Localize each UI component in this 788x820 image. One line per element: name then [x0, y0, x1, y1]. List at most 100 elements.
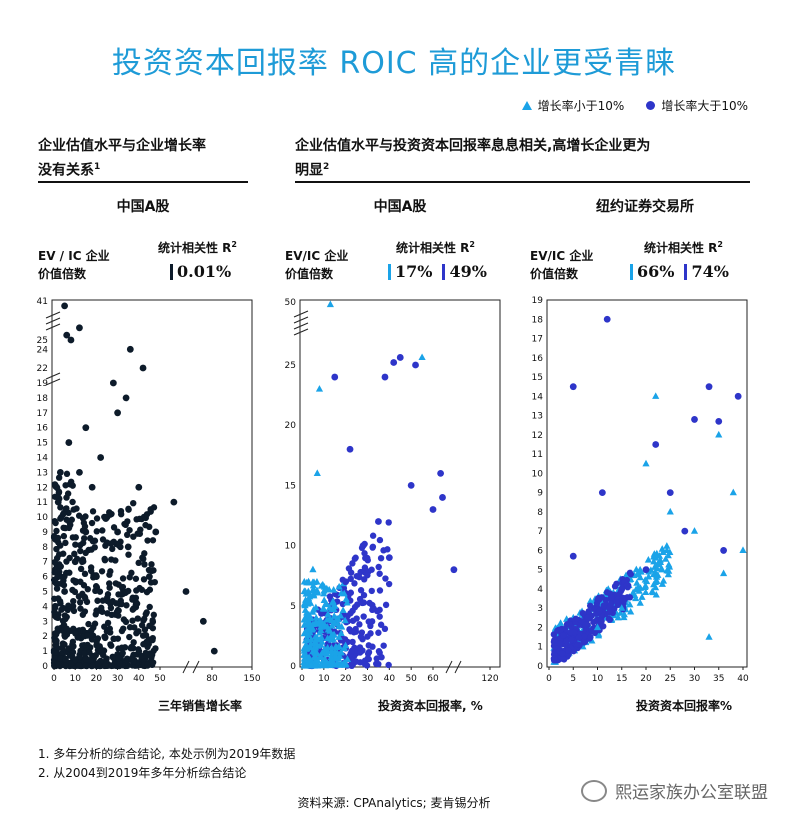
circle-point	[70, 597, 77, 605]
circle-point	[412, 361, 419, 369]
circle-point	[618, 585, 626, 593]
circle-point	[626, 594, 634, 601]
circle-point	[102, 634, 109, 641]
circle-point	[349, 638, 356, 646]
panel2-r2-high: 49%	[449, 262, 487, 281]
circle-point	[356, 649, 364, 656]
plot-frame	[546, 299, 748, 668]
circle-point	[77, 578, 84, 585]
panel3-r2-label: 统计相关性 R	[644, 241, 718, 255]
triangle-point	[662, 555, 670, 562]
x-tick-label: 120	[481, 674, 498, 684]
circle-point	[349, 617, 357, 624]
triangle-point	[337, 648, 345, 656]
left-section-line2: 没有关系	[38, 162, 94, 179]
triangle-point	[330, 612, 338, 619]
circle-point	[586, 602, 594, 609]
circle-point	[347, 589, 355, 596]
axis-break-mark	[45, 317, 61, 325]
circle-point	[366, 599, 373, 607]
circle-point	[369, 544, 376, 551]
circle-point	[61, 641, 68, 648]
axis-break-mark	[45, 378, 61, 386]
triangle-icon	[521, 101, 532, 110]
circle-point	[437, 469, 444, 477]
circle-point	[65, 602, 72, 609]
triangle-point	[320, 589, 328, 597]
triangle-point	[618, 604, 626, 611]
legend-low-label: 增长率小于10%	[537, 99, 625, 113]
right-section-sup: 2	[323, 162, 330, 172]
triangle-point	[330, 585, 338, 593]
triangle-point	[418, 353, 426, 361]
y-tick-label: 9	[537, 489, 543, 499]
circle-point	[582, 621, 590, 628]
circle-point	[55, 474, 63, 481]
triangle-point	[339, 606, 347, 614]
legend-item-high: 增长率大于10%	[646, 97, 748, 114]
circle-point	[69, 644, 76, 651]
circle-point	[146, 573, 153, 581]
circle-point	[89, 538, 97, 545]
triangle-point	[303, 644, 311, 652]
circle-point	[382, 601, 390, 609]
circle-point	[346, 445, 354, 453]
circle-point	[108, 662, 115, 670]
right-rule	[295, 181, 750, 183]
circle-point	[127, 656, 135, 664]
circle-point	[63, 625, 70, 632]
circle-point	[666, 489, 674, 497]
circle-point	[101, 623, 108, 630]
legend: 增长率小于10% 增长率大于10%	[521, 97, 748, 114]
footnote-1: 1. 多年分析的综合结论, 本处示例为2019年数据	[38, 747, 296, 761]
triangle-point	[557, 619, 565, 626]
circle-point	[581, 633, 588, 640]
y-tick-label: 41	[37, 297, 48, 307]
circle-point	[136, 584, 143, 592]
y-tick-label: 7	[42, 558, 48, 568]
circle-point	[76, 599, 84, 606]
circle-point	[375, 518, 382, 525]
circle-point	[106, 625, 113, 632]
triangle-point	[335, 633, 343, 640]
triangle-point	[729, 488, 737, 496]
circle-point	[450, 566, 458, 574]
circle-point	[199, 617, 207, 625]
triangle-point	[614, 613, 622, 621]
triangle-point	[313, 656, 322, 664]
circle-point	[353, 658, 360, 665]
circle-point	[122, 394, 130, 402]
circle-point	[705, 383, 713, 391]
circle-point	[54, 625, 61, 632]
circle-point	[115, 581, 122, 588]
triangle-point	[341, 616, 349, 624]
circle-point	[115, 542, 123, 549]
circle-point	[81, 649, 88, 657]
triangle-point	[300, 654, 308, 662]
y-tick-label: 15	[37, 439, 48, 449]
circle-point	[81, 570, 89, 578]
circle-point	[439, 494, 446, 501]
triangle-point	[302, 627, 310, 635]
wechat-icon	[581, 779, 607, 802]
circle-point	[79, 611, 87, 618]
circle-point	[567, 629, 574, 636]
x-tick-label: 0	[299, 674, 305, 684]
watermark: 熙运家族办公室联盟	[581, 778, 768, 803]
circle-point	[384, 546, 391, 553]
triangle-point	[324, 610, 332, 617]
circle-point	[600, 602, 608, 609]
x-tick-label: 0	[51, 674, 57, 684]
triangle-point	[320, 648, 328, 656]
circle-point	[91, 544, 98, 551]
y-tick-label: 10	[532, 469, 544, 479]
triangle-point	[321, 645, 329, 652]
circle-point	[53, 527, 60, 535]
circle-point	[603, 315, 611, 323]
circle-point	[375, 629, 382, 636]
circle-point	[140, 576, 148, 583]
circle-point	[125, 551, 132, 558]
panel1-r2-values: 0.01%	[170, 262, 231, 281]
circle-point	[377, 554, 385, 562]
